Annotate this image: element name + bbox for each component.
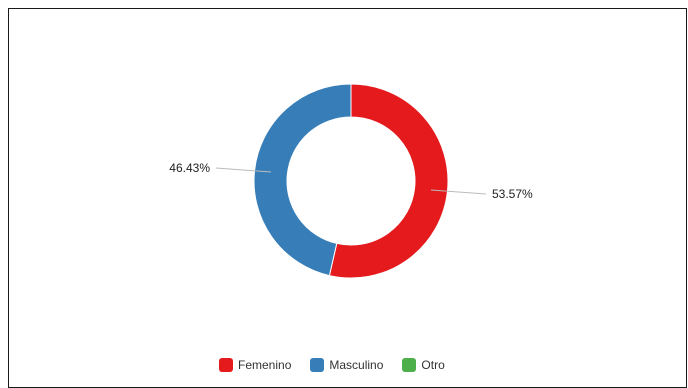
data-label-femenino: 53.57%: [492, 187, 533, 201]
legend: Femenino Masculino Otro: [219, 358, 464, 372]
leader-line-masculino: [215, 167, 272, 173]
chart-panel: [8, 8, 687, 388]
legend-label-femenino: Femenino: [238, 358, 292, 372]
legend-item-femenino[interactable]: Femenino: [219, 358, 291, 372]
legend-swatch-otro: [402, 358, 417, 372]
legend-swatch-femenino: [219, 358, 233, 372]
leader-line-femenino: [430, 189, 487, 195]
slice-femenino[interactable]: [328, 83, 449, 279]
slice-masculino[interactable]: [253, 83, 352, 277]
data-label-masculino: 46.43%: [169, 161, 210, 175]
legend-swatch-masculino: [310, 358, 325, 372]
legend-label-otro: Otro: [421, 358, 445, 372]
legend-item-masculino[interactable]: Masculino: [310, 358, 383, 372]
legend-label-masculino: Masculino: [329, 358, 384, 372]
legend-item-otro[interactable]: Otro: [402, 358, 445, 372]
donut-chart: 53.57% 46.43%: [169, 83, 533, 279]
